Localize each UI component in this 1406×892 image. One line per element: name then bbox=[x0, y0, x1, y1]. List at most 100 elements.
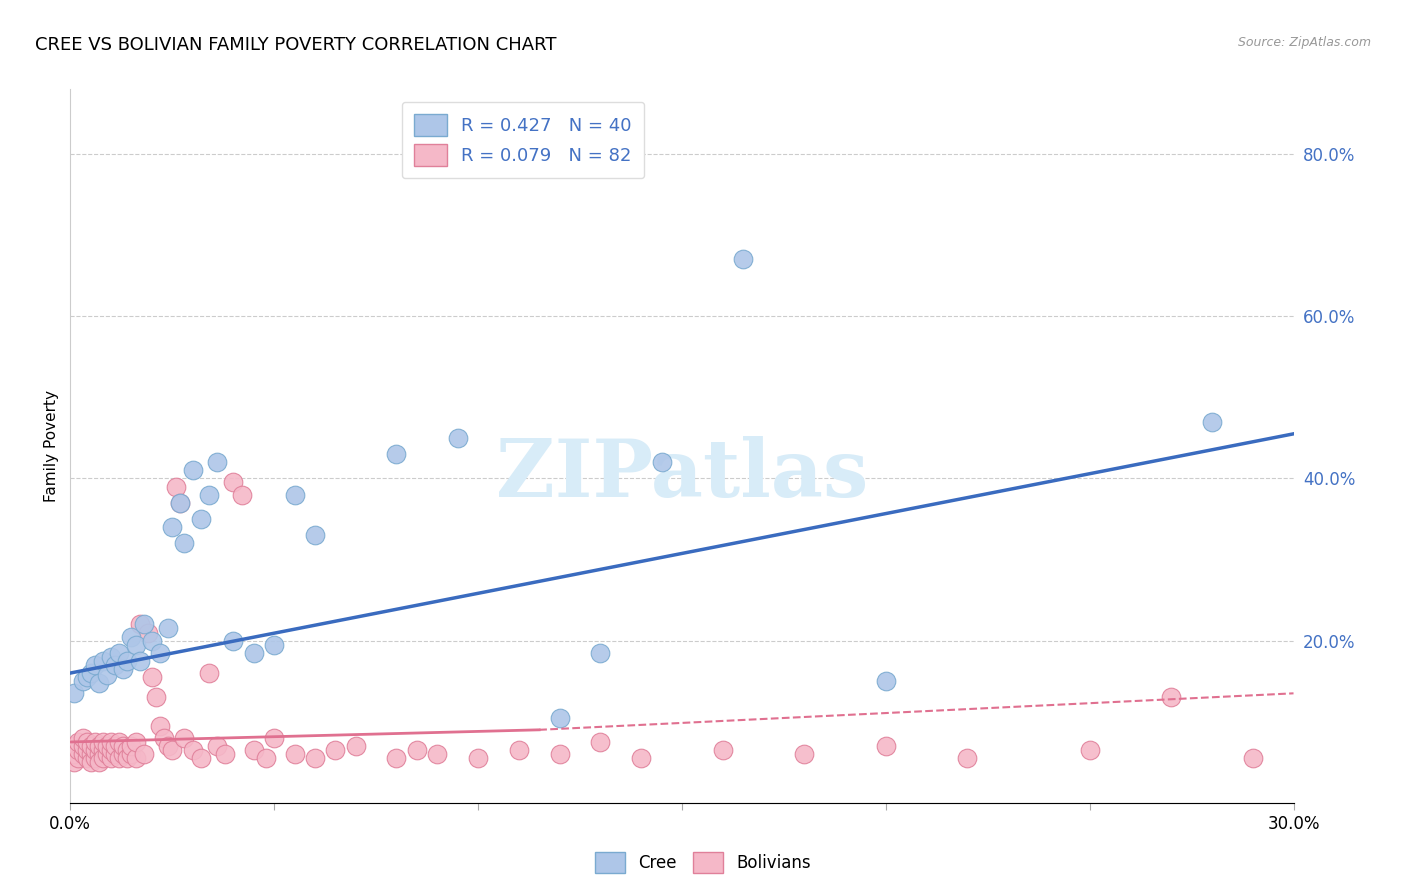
Point bbox=[157, 739, 180, 753]
Point bbox=[162, 520, 183, 534]
Point bbox=[72, 747, 94, 761]
Point bbox=[91, 743, 114, 757]
Point bbox=[1078, 743, 1101, 757]
Point bbox=[1201, 415, 1223, 429]
Point bbox=[385, 751, 408, 765]
Point bbox=[136, 625, 159, 640]
Point bbox=[956, 751, 979, 765]
Point bbox=[100, 743, 122, 757]
Point bbox=[91, 735, 114, 749]
Point bbox=[325, 743, 347, 757]
Point bbox=[190, 751, 212, 765]
Y-axis label: Family Poverty: Family Poverty bbox=[44, 390, 59, 502]
Point bbox=[344, 739, 367, 753]
Point bbox=[63, 739, 86, 753]
Point bbox=[67, 751, 90, 765]
Point bbox=[132, 617, 155, 632]
Point bbox=[205, 455, 228, 469]
Point bbox=[181, 463, 204, 477]
Point bbox=[83, 743, 105, 757]
Point bbox=[173, 731, 195, 745]
Point bbox=[198, 488, 221, 502]
Point bbox=[83, 735, 105, 749]
Point bbox=[128, 654, 150, 668]
Point bbox=[169, 496, 191, 510]
Point bbox=[508, 743, 530, 757]
Point bbox=[198, 666, 221, 681]
Point bbox=[793, 747, 815, 761]
Point bbox=[108, 646, 131, 660]
Point bbox=[589, 646, 612, 660]
Point bbox=[83, 751, 105, 765]
Point bbox=[304, 528, 326, 542]
Point bbox=[548, 711, 571, 725]
Point bbox=[79, 739, 103, 753]
Point bbox=[124, 638, 146, 652]
Text: Source: ZipAtlas.com: Source: ZipAtlas.com bbox=[1237, 36, 1371, 49]
Point bbox=[87, 756, 110, 770]
Point bbox=[711, 743, 734, 757]
Point bbox=[87, 675, 110, 690]
Point bbox=[132, 747, 155, 761]
Point bbox=[214, 747, 236, 761]
Point bbox=[63, 686, 86, 700]
Point bbox=[67, 743, 90, 757]
Point bbox=[141, 670, 163, 684]
Point bbox=[121, 739, 143, 753]
Point bbox=[72, 731, 94, 745]
Point bbox=[284, 747, 307, 761]
Point bbox=[96, 739, 118, 753]
Point bbox=[76, 751, 98, 765]
Point bbox=[76, 670, 98, 684]
Point bbox=[63, 747, 86, 761]
Point bbox=[190, 512, 212, 526]
Point bbox=[181, 743, 204, 757]
Point bbox=[254, 751, 277, 765]
Point bbox=[589, 735, 612, 749]
Point bbox=[108, 751, 131, 765]
Point bbox=[117, 743, 139, 757]
Point bbox=[263, 731, 285, 745]
Point bbox=[83, 657, 105, 672]
Point bbox=[1241, 751, 1264, 765]
Point bbox=[128, 617, 150, 632]
Point bbox=[100, 751, 122, 765]
Point bbox=[284, 488, 307, 502]
Point bbox=[121, 630, 143, 644]
Point bbox=[447, 431, 470, 445]
Point bbox=[162, 743, 183, 757]
Point bbox=[124, 735, 146, 749]
Point bbox=[79, 747, 103, 761]
Point bbox=[145, 690, 167, 705]
Text: ZIPatlas: ZIPatlas bbox=[496, 435, 868, 514]
Point bbox=[76, 735, 98, 749]
Point bbox=[96, 667, 118, 681]
Point bbox=[153, 731, 176, 745]
Point bbox=[149, 646, 172, 660]
Point bbox=[96, 747, 118, 761]
Point bbox=[112, 739, 135, 753]
Point bbox=[385, 447, 408, 461]
Point bbox=[243, 743, 266, 757]
Point bbox=[231, 488, 253, 502]
Point bbox=[76, 743, 98, 757]
Point bbox=[100, 735, 122, 749]
Point bbox=[117, 654, 139, 668]
Point bbox=[121, 747, 143, 761]
Point bbox=[112, 747, 135, 761]
Point bbox=[149, 719, 172, 733]
Point bbox=[650, 455, 673, 469]
Point bbox=[406, 743, 429, 757]
Point bbox=[304, 751, 326, 765]
Point bbox=[108, 735, 131, 749]
Text: CREE VS BOLIVIAN FAMILY POVERTY CORRELATION CHART: CREE VS BOLIVIAN FAMILY POVERTY CORRELAT… bbox=[35, 36, 557, 54]
Point bbox=[91, 751, 114, 765]
Point bbox=[79, 756, 103, 770]
Point bbox=[117, 751, 139, 765]
Point bbox=[72, 674, 94, 689]
Point bbox=[124, 751, 146, 765]
Point bbox=[72, 739, 94, 753]
Point bbox=[165, 479, 187, 493]
Point bbox=[141, 633, 163, 648]
Point bbox=[87, 739, 110, 753]
